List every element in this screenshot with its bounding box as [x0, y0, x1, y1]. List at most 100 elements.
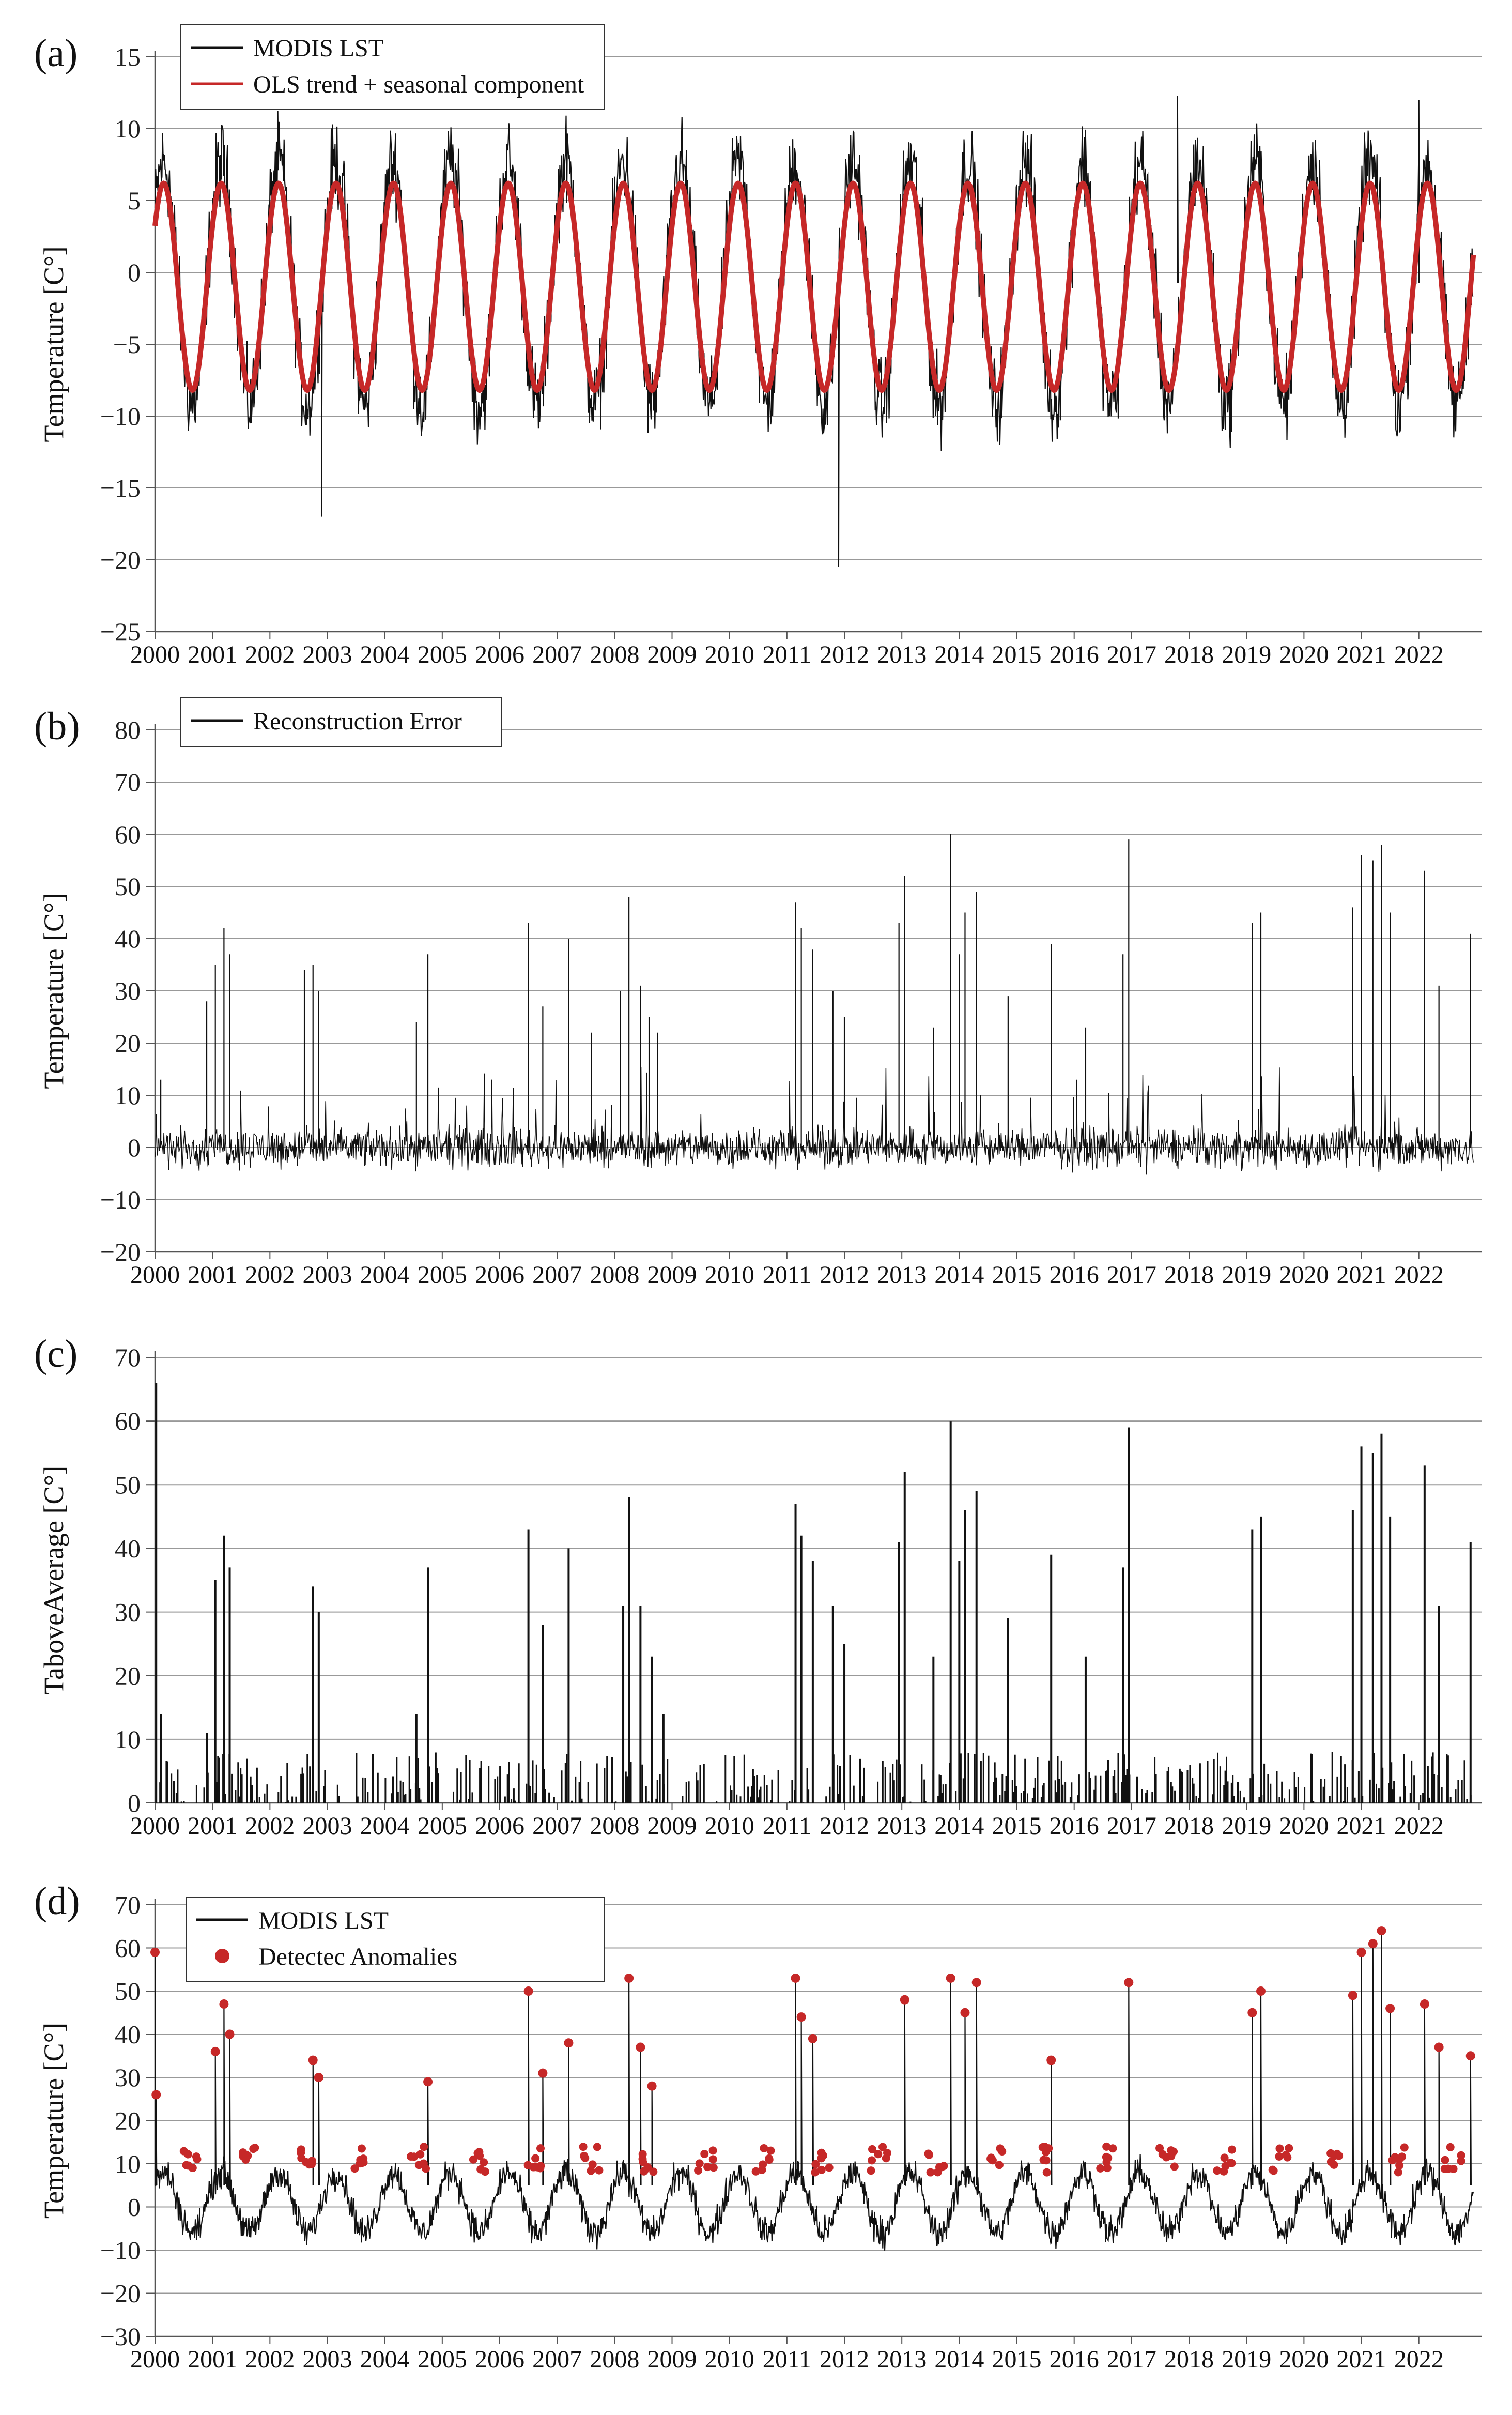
- legend-box: [180, 697, 502, 747]
- anomaly-marker: [1044, 2144, 1053, 2153]
- anomaly-marker: [1457, 2157, 1465, 2165]
- x-tick-label: 2004: [360, 1261, 410, 1289]
- anomaly-marker: [1108, 2144, 1117, 2153]
- anomaly-marker: [765, 2156, 774, 2164]
- y-tick-label: −5: [113, 330, 141, 359]
- x-tick-label: 2017: [1107, 1812, 1156, 1840]
- anomaly-marker: [811, 2168, 820, 2177]
- x-tick-label: 2013: [877, 1261, 927, 1289]
- anomaly-marker: [241, 2155, 250, 2164]
- x-tick-label: 2014: [934, 641, 984, 668]
- x-tick-label: 2015: [992, 1261, 1042, 1289]
- x-tick-label: 2010: [705, 1812, 754, 1840]
- anomaly-marker: [811, 2160, 820, 2168]
- x-tick-label: 2008: [590, 1812, 639, 1840]
- legend-box: [180, 24, 605, 110]
- anomaly-marker: [1170, 2162, 1179, 2171]
- anomaly-marker: [1275, 2152, 1284, 2161]
- x-tick-label: 2000: [130, 641, 180, 668]
- anomaly-marker: [480, 2158, 488, 2167]
- anomaly-marker: [1247, 2008, 1257, 2017]
- anomaly-marker: [416, 2150, 425, 2159]
- anomaly-marker: [709, 2163, 718, 2172]
- x-tick-label: 2020: [1279, 641, 1329, 668]
- panel-label: (d): [34, 1879, 80, 1923]
- anomaly-marker: [1221, 2162, 1230, 2171]
- x-tick-label: 2020: [1279, 1812, 1329, 1840]
- anomaly-marker: [150, 1947, 160, 1957]
- x-tick-label: 2020: [1279, 1261, 1329, 1289]
- panel-label: (c): [34, 1332, 78, 1375]
- x-tick-label: 2007: [532, 641, 582, 668]
- x-tick-label: 2012: [820, 641, 869, 668]
- y-tick-label: 40: [115, 1534, 141, 1563]
- y-tick-label: 0: [128, 258, 141, 287]
- anomaly-marker: [986, 2154, 995, 2163]
- anomaly-marker: [1167, 2151, 1176, 2160]
- anomaly-marker: [1398, 2152, 1407, 2161]
- y-tick-label: 50: [115, 1470, 141, 1499]
- x-tick-label: 2006: [475, 641, 524, 668]
- x-tick-label: 2010: [705, 2346, 754, 2373]
- anomaly-marker: [640, 2166, 649, 2175]
- anomaly-marker: [926, 2168, 935, 2177]
- anomaly-marker: [536, 2144, 545, 2153]
- x-tick-label: 2013: [877, 1812, 927, 1840]
- x-tick-label: 2019: [1222, 641, 1271, 668]
- y-tick-label: −15: [100, 473, 141, 502]
- y-tick-label: 40: [115, 2020, 141, 2049]
- x-tick-label: 2011: [763, 1812, 811, 1840]
- anomaly-marker: [900, 1995, 909, 2005]
- anomaly-marker: [760, 2144, 768, 2153]
- x-tick-label: 2005: [418, 641, 467, 668]
- anomaly-marker: [308, 2157, 317, 2165]
- y-tick-label: 30: [115, 976, 141, 1005]
- y-tick-label: 70: [115, 1890, 141, 1919]
- y-tick-label: −20: [100, 1237, 141, 1266]
- anomaly-marker: [1042, 2156, 1051, 2165]
- anomaly-marker: [308, 2055, 318, 2065]
- x-tick-label: 2005: [418, 2346, 467, 2373]
- y-tick-label: 10: [115, 114, 141, 143]
- anomaly-marker: [1285, 2144, 1293, 2152]
- anomaly-marker: [359, 2154, 368, 2163]
- anomaly-marker: [1213, 2166, 1222, 2175]
- anomaly-marker: [1400, 2143, 1409, 2152]
- y-axis-label: Temperature [C°]: [38, 2023, 69, 2219]
- y-tick-label: 40: [115, 924, 141, 953]
- anomaly-marker: [193, 2155, 202, 2164]
- x-tick-label: 2010: [705, 1261, 754, 1289]
- x-tick-label: 2016: [1050, 641, 1099, 668]
- x-tick-label: 2009: [647, 1812, 697, 1840]
- y-tick-label: 50: [115, 872, 141, 901]
- x-tick-label: 2020: [1279, 2346, 1329, 2373]
- y-tick-label: 60: [115, 1407, 141, 1435]
- x-tick-label: 2006: [475, 1261, 524, 1289]
- anomaly-marker: [1420, 1999, 1429, 2009]
- x-tick-label: 2008: [590, 641, 639, 668]
- anomaly-marker: [1104, 2153, 1113, 2162]
- anomaly-marker: [476, 2165, 485, 2174]
- anomaly-marker: [694, 2166, 703, 2175]
- x-tick-label: 2002: [245, 1812, 295, 1840]
- legend-marker: [215, 1949, 229, 1963]
- y-axis-label: TaboveAverage [C°]: [38, 1465, 69, 1695]
- x-tick-label: 2010: [705, 641, 754, 668]
- x-tick-label: 2015: [992, 641, 1042, 668]
- y-tick-label: −10: [100, 2236, 141, 2265]
- x-tick-label: 2013: [877, 2346, 927, 2373]
- anomaly-marker: [531, 2154, 540, 2163]
- anomaly-marker: [758, 2165, 766, 2174]
- y-tick-label: −30: [100, 2322, 141, 2351]
- anomaly-marker: [960, 2008, 970, 2017]
- x-tick-label: 2015: [992, 2346, 1042, 2373]
- y-tick-label: 30: [115, 2063, 141, 2092]
- anomaly-marker: [766, 2146, 775, 2155]
- anomaly-marker: [421, 2164, 430, 2173]
- anomaly-marker: [225, 2029, 235, 2039]
- y-tick-label: −20: [100, 2279, 141, 2308]
- anomaly-marker: [1395, 2161, 1404, 2170]
- anomaly-marker: [874, 2150, 883, 2159]
